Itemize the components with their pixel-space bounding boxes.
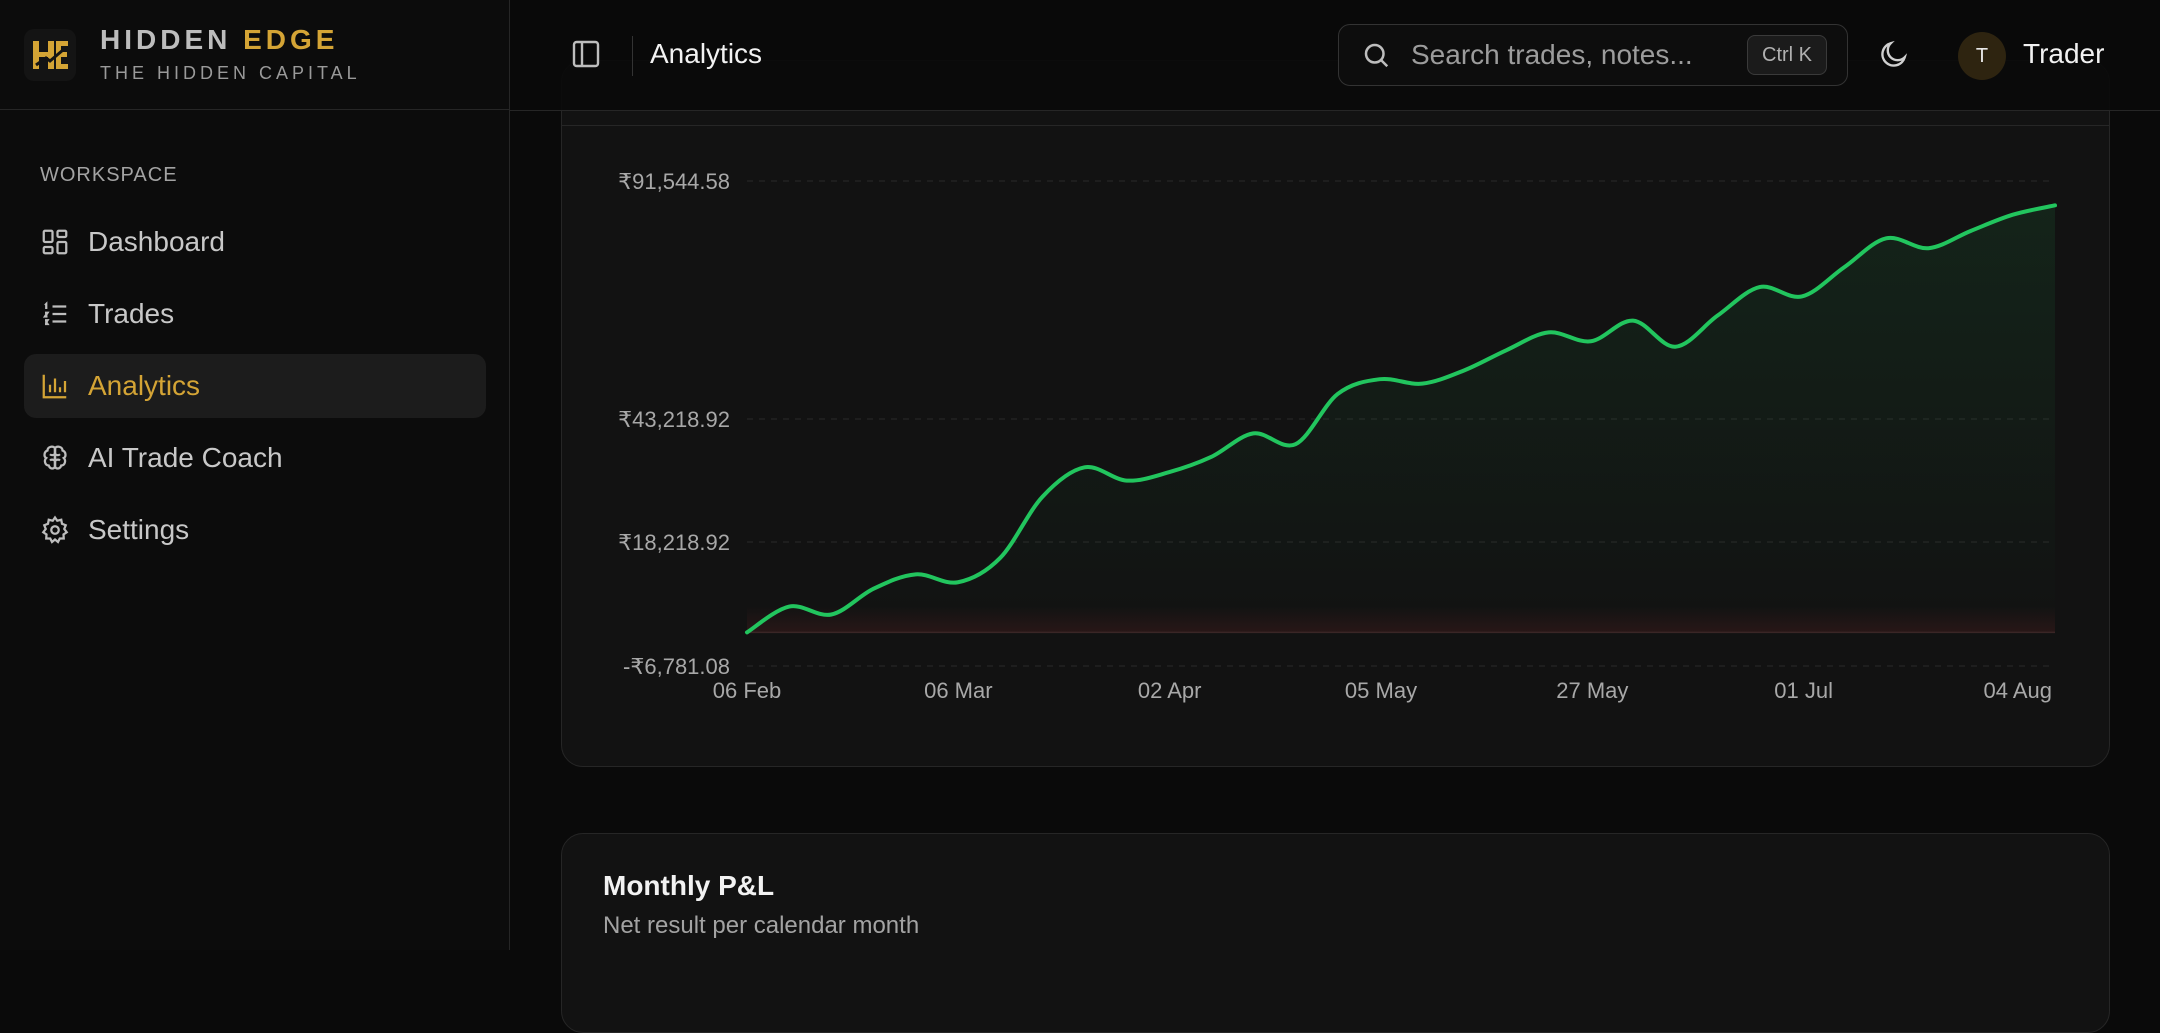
x-tick-label: 06 Feb	[713, 678, 782, 703]
x-tick-label: 04 Aug	[1983, 678, 2052, 703]
card-title: Monthly P&L	[603, 870, 775, 901]
brain-icon	[43, 445, 67, 470]
x-tick-label: 05 May	[1345, 678, 1417, 703]
theme-toggle-button[interactable]	[1878, 38, 1910, 75]
y-tick-label: ₹91,544.58	[618, 169, 730, 194]
x-tick-label: 01 Jul	[1774, 678, 1833, 703]
sidebar-item-label: Settings	[88, 514, 190, 545]
equity-area-fill	[747, 205, 2055, 633]
sidebar: HIDDEN EDGE THE HIDDEN CAPITAL WORKSPACE…	[0, 0, 510, 950]
page-title: Analytics	[650, 38, 763, 69]
search-box[interactable]: Ctrl K	[1338, 24, 1848, 86]
brand-logo-icon	[24, 28, 76, 81]
equity-chart: ₹91,544.58 ₹43,218.92 ₹18,218.92 -₹6,781.08…	[618, 169, 2057, 703]
negative-zone-fill	[747, 606, 2055, 633]
sidebar-item-label: Dashboard	[88, 226, 225, 257]
sidebar-item-trades[interactable]: Trades	[24, 282, 486, 346]
sidebar-item-ai-trade-coach[interactable]: AI Trade Coach	[24, 426, 486, 490]
sidebar-nav: Dashboard Trades Analytics AI Trade Co	[24, 210, 486, 570]
user-name[interactable]: Trader	[2023, 38, 2105, 69]
bar-chart-icon	[42, 374, 67, 399]
y-tick-label: ₹43,218.92	[618, 407, 730, 432]
gear-icon	[41, 515, 69, 544]
sidebar-item-analytics[interactable]: Analytics	[24, 354, 486, 418]
card-header-divider	[562, 125, 2109, 126]
x-tick-label: 06 Mar	[924, 678, 992, 703]
search-input[interactable]	[1409, 38, 1753, 72]
x-tick-label: 27 May	[1556, 678, 1628, 703]
y-tick-label: -₹6,781.08	[623, 654, 730, 679]
brand-name: HIDDEN EDGE	[100, 24, 339, 55]
equity-line[interactable]	[745, 203, 2057, 635]
avatar[interactable]: T	[1958, 32, 2006, 80]
grid-icon	[42, 229, 68, 255]
sidebar-item-label: AI Trade Coach	[88, 442, 283, 473]
brand-header[interactable]: HIDDEN EDGE THE HIDDEN CAPITAL	[0, 0, 509, 110]
top-bar: Analytics Ctrl K T Trader	[510, 0, 2160, 111]
search-icon	[1364, 43, 1389, 68]
sidebar-toggle-button[interactable]	[570, 38, 602, 75]
moon-icon	[1881, 40, 1908, 67]
sidebar-item-settings[interactable]: Settings	[24, 498, 486, 562]
search-shortcut-badge: Ctrl K	[1747, 35, 1827, 75]
sidebar-item-label: Trades	[88, 298, 175, 329]
sidebar-item-label: Analytics	[88, 370, 201, 401]
x-tick-label: 02 Apr	[1138, 678, 1202, 703]
brand-tagline: THE HIDDEN CAPITAL	[100, 63, 361, 83]
header-divider	[632, 36, 633, 76]
workspace-section-label: WORKSPACE	[40, 164, 178, 186]
y-tick-label: ₹18,218.92	[618, 530, 730, 555]
card-subtitle: Net result per calendar month	[603, 912, 920, 939]
monthly-pnl-card: Monthly P&L Net result per calendar mont…	[561, 833, 2110, 1033]
panel-left-icon	[572, 40, 600, 68]
list-icon	[42, 301, 67, 326]
equity-curve-card: ₹91,544.58 ₹43,218.92 ₹18,218.92 -₹6,781.08…	[561, 60, 2110, 767]
sidebar-item-dashboard[interactable]: Dashboard	[24, 210, 486, 274]
